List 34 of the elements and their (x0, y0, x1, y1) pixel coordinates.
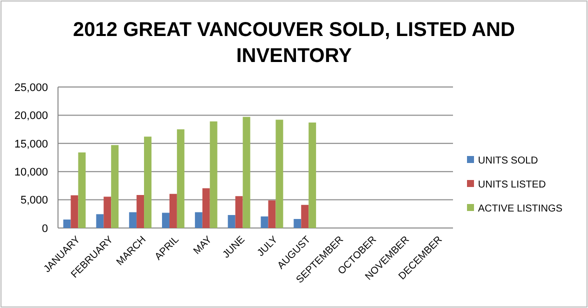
bar (162, 212, 170, 228)
bar (268, 200, 276, 228)
legend-label: ACTIVE LISTINGS (478, 204, 563, 214)
bar (294, 218, 302, 228)
bar (176, 129, 184, 228)
bar (202, 188, 210, 228)
bar (276, 120, 284, 228)
bar (194, 212, 202, 228)
y-tick-label: 5,000 (20, 194, 48, 207)
bar (235, 196, 243, 228)
bar (63, 220, 71, 228)
bar (242, 116, 250, 228)
y-tick-label: 15,000 (14, 138, 48, 150)
bar (144, 136, 152, 228)
bar (78, 152, 86, 228)
legend-label: UNITS SOLD (478, 156, 538, 166)
bar (129, 212, 137, 228)
bar (210, 121, 218, 228)
bar (228, 215, 236, 228)
y-tick-label: 25,000 (14, 82, 48, 94)
y-tick-label: 0 (42, 222, 48, 235)
y-tick-label: 10,000 (14, 166, 48, 178)
bar (169, 194, 177, 228)
bar (136, 195, 144, 228)
y-tick-label: 20,000 (14, 110, 48, 122)
bar (96, 214, 104, 228)
bar (308, 122, 316, 228)
chart-title: 2012 GREAT VANCOUVER SOLD, LISTED AND INVENTORY (73, 19, 515, 67)
bar (111, 145, 119, 228)
bar (301, 204, 309, 228)
bar (260, 216, 268, 228)
bar (104, 196, 112, 228)
legend-label: UNITS LISTED (478, 180, 546, 190)
bar (70, 195, 78, 228)
